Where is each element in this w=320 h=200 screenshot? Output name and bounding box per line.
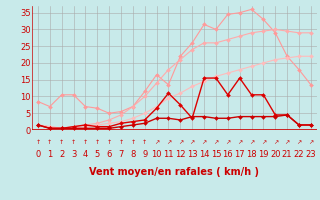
- Text: 6: 6: [107, 150, 112, 159]
- Text: ↗: ↗: [249, 140, 254, 145]
- Text: 16: 16: [222, 150, 233, 159]
- Text: 5: 5: [95, 150, 100, 159]
- Text: 22: 22: [294, 150, 304, 159]
- Text: ↑: ↑: [59, 140, 64, 145]
- Text: 7: 7: [118, 150, 124, 159]
- Text: 17: 17: [234, 150, 245, 159]
- Text: 19: 19: [258, 150, 269, 159]
- Text: 23: 23: [306, 150, 316, 159]
- Text: 1: 1: [47, 150, 52, 159]
- Text: ↑: ↑: [107, 140, 112, 145]
- Text: 21: 21: [282, 150, 292, 159]
- Text: ↑: ↑: [83, 140, 88, 145]
- Text: ↗: ↗: [178, 140, 183, 145]
- Text: 4: 4: [83, 150, 88, 159]
- Text: ↑: ↑: [142, 140, 147, 145]
- Text: 20: 20: [270, 150, 281, 159]
- Text: ↑: ↑: [47, 140, 52, 145]
- Text: ↗: ↗: [308, 140, 314, 145]
- Text: 14: 14: [199, 150, 209, 159]
- Text: ↗: ↗: [213, 140, 219, 145]
- Text: 2: 2: [59, 150, 64, 159]
- Text: ↗: ↗: [237, 140, 242, 145]
- Text: 9: 9: [142, 150, 147, 159]
- Text: ↗: ↗: [154, 140, 159, 145]
- Text: ↗: ↗: [225, 140, 230, 145]
- Text: 13: 13: [187, 150, 197, 159]
- Text: 12: 12: [175, 150, 186, 159]
- Text: 0: 0: [35, 150, 41, 159]
- Text: ↗: ↗: [189, 140, 195, 145]
- Text: ↑: ↑: [118, 140, 124, 145]
- Text: 18: 18: [246, 150, 257, 159]
- Text: ↗: ↗: [166, 140, 171, 145]
- Text: ↗: ↗: [261, 140, 266, 145]
- Text: ↗: ↗: [296, 140, 302, 145]
- Text: Vent moyen/en rafales ( km/h ): Vent moyen/en rafales ( km/h ): [89, 167, 260, 177]
- Text: ↗: ↗: [284, 140, 290, 145]
- Text: ↑: ↑: [95, 140, 100, 145]
- Text: ↑: ↑: [130, 140, 135, 145]
- Text: ↑: ↑: [71, 140, 76, 145]
- Text: ↗: ↗: [273, 140, 278, 145]
- Text: 11: 11: [163, 150, 174, 159]
- Text: 15: 15: [211, 150, 221, 159]
- Text: 8: 8: [130, 150, 136, 159]
- Text: ↑: ↑: [35, 140, 41, 145]
- Text: 3: 3: [71, 150, 76, 159]
- Text: 10: 10: [151, 150, 162, 159]
- Text: ↗: ↗: [202, 140, 207, 145]
